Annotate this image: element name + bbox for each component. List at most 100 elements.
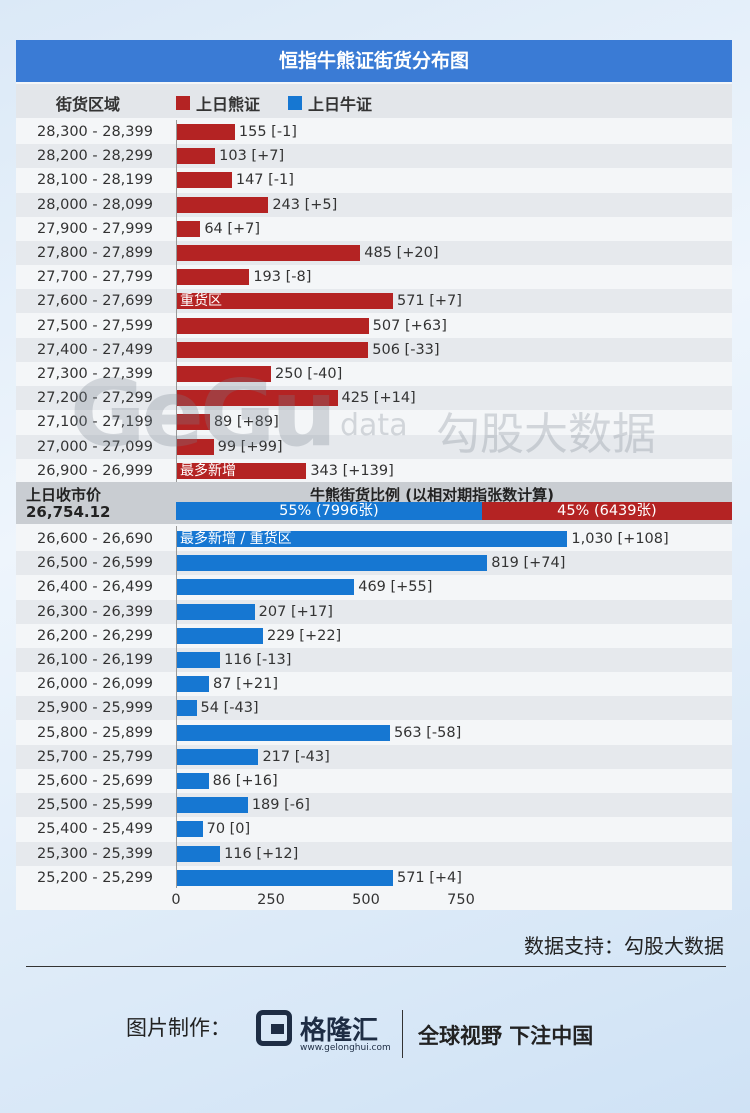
x-tick-label: 500 — [352, 892, 380, 908]
logo-text: 格隆汇 — [300, 1016, 379, 1046]
table-row — [16, 744, 732, 769]
chart-title: 恒指牛熊证街货分布图 — [16, 40, 732, 82]
range-label: 25,600 - 25,699 — [37, 773, 153, 789]
bear-bar — [176, 148, 216, 165]
legend-header: 街货区域 — [56, 95, 121, 114]
range-label: 26,000 - 26,099 — [37, 676, 153, 693]
data-label: 54 [-43] — [200, 700, 259, 717]
x-tick-label: 0 — [171, 892, 181, 908]
table-row — [16, 841, 732, 866]
made-by-label: 图片制作： — [126, 1016, 231, 1040]
data-source: 数据支持：勾股大数据 — [524, 934, 724, 958]
bear-bar — [176, 196, 269, 213]
range-label: 27,500 - 27,599 — [37, 317, 153, 334]
bear-bar — [176, 341, 369, 358]
data-label: 99 [+99] — [217, 438, 283, 455]
ratio-bear-bar: 45% (6439张) — [481, 502, 732, 520]
logo-url: www.gelonghui.com — [300, 1043, 391, 1053]
bull-bar — [176, 652, 221, 668]
table-row — [16, 599, 732, 624]
data-label: 571 [+4] — [396, 869, 462, 886]
legend-bull-label: 上日牛证 — [308, 95, 373, 114]
close-price-label: 上日收市价 — [26, 486, 102, 504]
range-label: 26,500 - 26,599 — [37, 555, 153, 572]
table-row — [16, 386, 732, 411]
bear-bar — [176, 293, 393, 310]
range-label: 25,500 - 25,599 — [37, 797, 153, 814]
bear-swatch — [176, 96, 190, 110]
data-label: 189 [-6] — [251, 797, 310, 814]
bull-bar — [176, 676, 210, 693]
data-label: 147 [-1] — [235, 172, 294, 189]
footer-divider — [26, 966, 726, 967]
bear-bar — [176, 220, 201, 237]
range-label: 26,100 - 26,199 — [37, 652, 153, 668]
bull-bar — [176, 555, 488, 572]
bull-bar — [176, 869, 393, 886]
range-label: 27,200 - 27,299 — [37, 390, 153, 407]
range-label: 28,200 - 28,299 — [37, 148, 153, 165]
bar-annotation: 重货区 — [180, 293, 222, 310]
ratio-bull-bar: 55% (7996张) — [176, 502, 482, 520]
bull-bar — [176, 627, 264, 644]
range-label: 25,800 - 25,899 — [37, 724, 153, 741]
bear-bar — [176, 414, 210, 431]
data-label: 571 [+7] — [396, 293, 462, 310]
bull-bar — [176, 748, 259, 765]
data-label: 155 [-1] — [238, 124, 297, 140]
range-label: 26,400 - 26,499 — [37, 579, 153, 596]
bear-bar — [176, 366, 271, 382]
range-label: 27,900 - 27,999 — [37, 220, 153, 237]
range-label: 27,300 - 27,399 — [37, 366, 153, 382]
data-label: 819 [+74] — [491, 555, 566, 572]
bear-bar — [176, 269, 250, 286]
data-label: 217 [-43] — [262, 748, 330, 765]
data-label: 243 [+5] — [272, 196, 338, 213]
bull-bar — [176, 821, 203, 838]
table-row — [16, 192, 732, 217]
axis-line-top — [176, 120, 177, 482]
data-label: 193 [-8] — [253, 269, 312, 286]
table-row — [16, 434, 732, 459]
bull-bar — [176, 773, 209, 789]
watermark-brand: GeGu — [70, 360, 337, 467]
table-row — [16, 648, 732, 672]
bear-bar — [176, 124, 235, 140]
table-row — [16, 793, 732, 818]
bull-bar — [176, 845, 221, 862]
ratio-title: 牛熊街货比例 (以相对期指张数计算) — [310, 486, 554, 504]
data-label: 87 [+21] — [213, 676, 279, 693]
data-label: 207 [+17] — [258, 603, 333, 620]
range-label: 27,800 - 27,899 — [37, 245, 153, 261]
legend-bear-label: 上日熊证 — [196, 95, 261, 114]
data-label: 1,030 [+108] — [571, 531, 669, 547]
range-label: 26,200 - 26,299 — [37, 627, 153, 644]
axis-line-bottom — [176, 526, 177, 888]
x-tick-label: 250 — [257, 892, 285, 908]
bull-bar — [176, 724, 390, 741]
footer-vertical-divider — [402, 1010, 403, 1058]
close-price-value: 26,754.12 — [26, 503, 111, 521]
bear-bar — [176, 462, 307, 479]
range-label: 28,300 - 28,399 — [37, 124, 153, 140]
data-label: 563 [-58] — [393, 724, 462, 741]
bull-bar — [176, 603, 255, 620]
bar-annotation: 最多新增 — [180, 462, 236, 479]
range-label: 25,400 - 25,499 — [37, 821, 153, 838]
table-row — [16, 696, 732, 721]
range-label: 27,100 - 27,199 — [37, 414, 153, 431]
range-label: 27,600 - 27,699 — [37, 293, 153, 310]
bar-annotation: 最多新增 / 重货区 — [180, 531, 292, 547]
range-label: 28,100 - 28,199 — [37, 172, 153, 189]
watermark-data: data — [340, 408, 408, 443]
range-label: 25,200 - 25,299 — [37, 869, 153, 886]
range-label: 27,000 - 27,099 — [37, 438, 153, 455]
data-label: 425 [+14] — [341, 390, 416, 407]
data-label: 70 [0] — [206, 821, 251, 838]
range-label: 25,300 - 25,399 — [37, 845, 153, 862]
gelonghui-logo-icon — [256, 1010, 292, 1046]
bull-bar — [176, 531, 568, 547]
range-label: 25,900 - 25,999 — [37, 700, 153, 717]
range-label: 27,700 - 27,799 — [37, 269, 153, 286]
data-label: 64 [+7] — [204, 220, 261, 237]
